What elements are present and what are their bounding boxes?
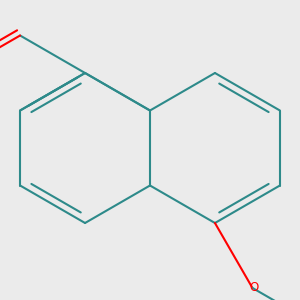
Text: O: O bbox=[250, 281, 259, 295]
